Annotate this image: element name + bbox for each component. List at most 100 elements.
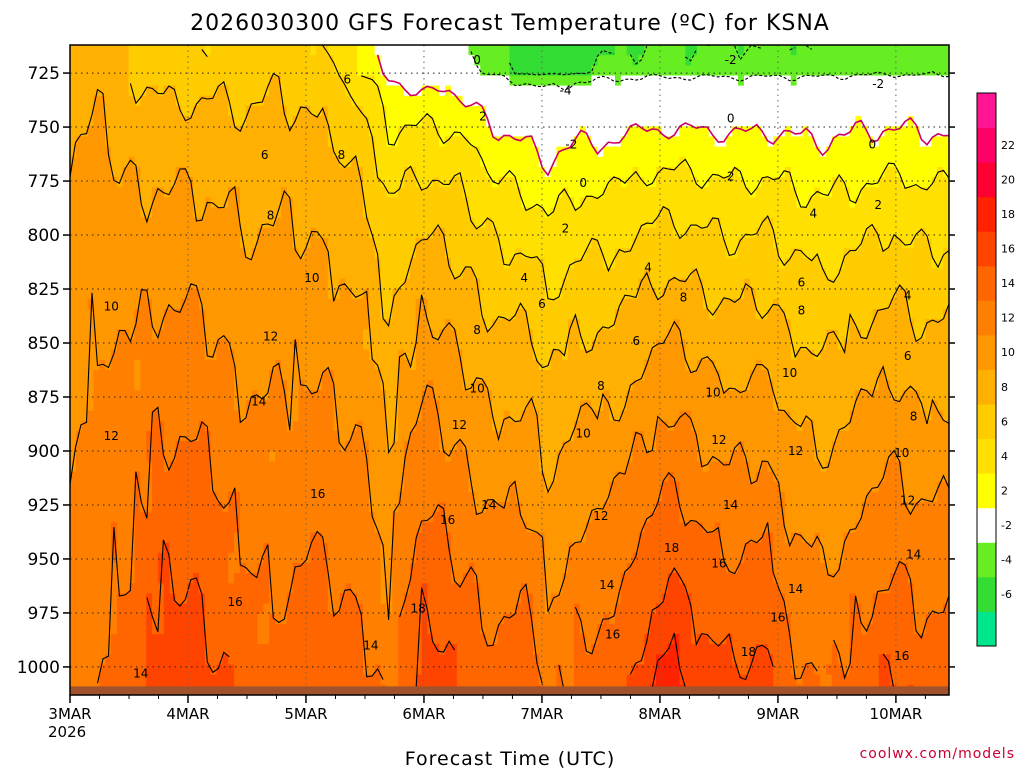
temp-fill-cell bbox=[656, 166, 663, 219]
temp-fill-cell bbox=[486, 75, 493, 127]
colorbar-swatch bbox=[977, 576, 996, 612]
temp-fill-cell bbox=[902, 187, 909, 249]
temp-fill-cell bbox=[697, 634, 704, 695]
temp-fill-cell bbox=[779, 177, 786, 269]
temp-fill-cell bbox=[392, 197, 399, 290]
temp-fill-cell bbox=[146, 298, 153, 432]
contour-label: 0 bbox=[579, 176, 587, 190]
temp-fill-cell bbox=[503, 177, 511, 269]
temp-fill-cell bbox=[591, 512, 598, 645]
temp-fill-cell bbox=[556, 197, 563, 300]
contour-label: 14 bbox=[481, 498, 496, 512]
temp-fill-cell bbox=[532, 410, 540, 534]
temp-fill-cell bbox=[579, 542, 587, 635]
temp-fill-cell bbox=[784, 45, 792, 77]
x-tick-label: 8MAR bbox=[638, 705, 681, 723]
temp-fill-cell bbox=[825, 674, 833, 695]
temp-fill-cell bbox=[615, 45, 622, 87]
temp-fill-cell bbox=[632, 45, 640, 66]
temp-fill-cell bbox=[157, 583, 165, 635]
y-tick-label: 825 bbox=[28, 280, 60, 300]
temp-fill-cell bbox=[761, 45, 768, 77]
contour-label: 10 bbox=[782, 366, 797, 380]
temp-fill-cell bbox=[439, 227, 446, 330]
temp-fill-cell bbox=[468, 45, 475, 56]
temp-fill-cell bbox=[620, 75, 628, 137]
temp-fill-cell bbox=[257, 613, 264, 645]
temp-fill-cell bbox=[140, 288, 147, 513]
temp-fill-cell bbox=[591, 339, 598, 412]
temp-fill-cell bbox=[702, 75, 710, 127]
temp-fill-cell bbox=[380, 105, 388, 188]
contour-label: 2 bbox=[727, 170, 735, 184]
temp-fill-cell bbox=[251, 105, 259, 249]
temp-fill-cell bbox=[562, 441, 569, 574]
temp-fill-cell bbox=[943, 309, 949, 422]
temp-fill-cell bbox=[111, 45, 118, 178]
temp-fill-cell bbox=[784, 258, 792, 320]
credit-text[interactable]: coolwx.com/models bbox=[860, 746, 1015, 762]
temp-fill-cell bbox=[919, 146, 927, 188]
temp-fill-cell bbox=[743, 238, 751, 280]
temp-fill-cell bbox=[333, 613, 341, 695]
contour-label: 18 bbox=[741, 645, 756, 659]
temp-fill-cell bbox=[890, 126, 897, 168]
temp-fill-cell bbox=[134, 105, 141, 168]
temp-fill-cell bbox=[755, 187, 763, 229]
temp-fill-cell bbox=[433, 644, 440, 695]
temp-fill-cell bbox=[368, 136, 376, 239]
temp-fill-cell bbox=[245, 258, 253, 402]
temp-fill-cell bbox=[808, 420, 815, 544]
temp-fill-cell bbox=[820, 563, 827, 695]
temp-fill-cell bbox=[644, 268, 651, 361]
temp-fill-cell bbox=[790, 532, 798, 676]
temp-fill-cell bbox=[568, 319, 575, 442]
temp-fill-cell bbox=[656, 126, 663, 168]
temp-fill-cell bbox=[439, 95, 446, 148]
temp-fill-cell bbox=[304, 248, 311, 391]
colorbar-swatch bbox=[977, 369, 996, 405]
temp-fill-cell bbox=[538, 85, 546, 168]
temp-fill-cell bbox=[784, 613, 792, 695]
temp-fill-cell bbox=[673, 166, 681, 239]
temp-fill-cell bbox=[515, 603, 522, 695]
temp-fill-cell bbox=[497, 430, 505, 503]
temp-fill-cell bbox=[532, 258, 540, 361]
temp-fill-cell bbox=[931, 319, 938, 401]
colorbar-swatch bbox=[977, 611, 996, 647]
temp-fill-cell bbox=[849, 75, 856, 127]
colorbar-swatch bbox=[977, 300, 996, 336]
temp-fill-cell bbox=[239, 248, 247, 422]
temp-fill-cell bbox=[286, 197, 294, 432]
contour-label: 10 bbox=[304, 271, 319, 285]
temp-fill-cell bbox=[456, 136, 464, 178]
temp-fill-cell bbox=[216, 85, 223, 209]
contour-label: 16 bbox=[440, 513, 455, 527]
temp-fill-cell bbox=[773, 177, 780, 249]
temp-fill-cell bbox=[509, 45, 516, 77]
temp-fill-cell bbox=[638, 227, 645, 280]
temp-fill-cell bbox=[884, 166, 891, 249]
temp-fill-cell bbox=[802, 207, 809, 259]
temp-fill-cell bbox=[568, 85, 575, 148]
temp-fill-cell bbox=[544, 85, 552, 178]
temp-fill-cell bbox=[486, 502, 493, 645]
colorbar-swatch bbox=[977, 196, 996, 232]
temp-fill-cell bbox=[474, 105, 481, 148]
temp-fill-cell bbox=[134, 471, 141, 695]
colorbar-label: 2 bbox=[1001, 485, 1008, 498]
temp-fill-cell bbox=[661, 654, 669, 695]
temp-fill-cell bbox=[691, 370, 698, 432]
temp-fill-cell bbox=[867, 329, 874, 391]
temp-fill-cell bbox=[896, 288, 903, 402]
temp-fill-cell bbox=[720, 461, 727, 564]
temp-fill-cell bbox=[163, 85, 171, 198]
temp-fill-cell bbox=[814, 359, 821, 462]
temp-fill-cell bbox=[122, 45, 130, 168]
temp-fill-cell bbox=[814, 187, 821, 259]
temp-fill-cell bbox=[562, 75, 569, 87]
temp-fill-cell bbox=[445, 461, 452, 534]
temp-fill-cell bbox=[275, 623, 282, 695]
contour-label: 6 bbox=[632, 334, 640, 348]
temp-fill-cell bbox=[544, 177, 552, 219]
